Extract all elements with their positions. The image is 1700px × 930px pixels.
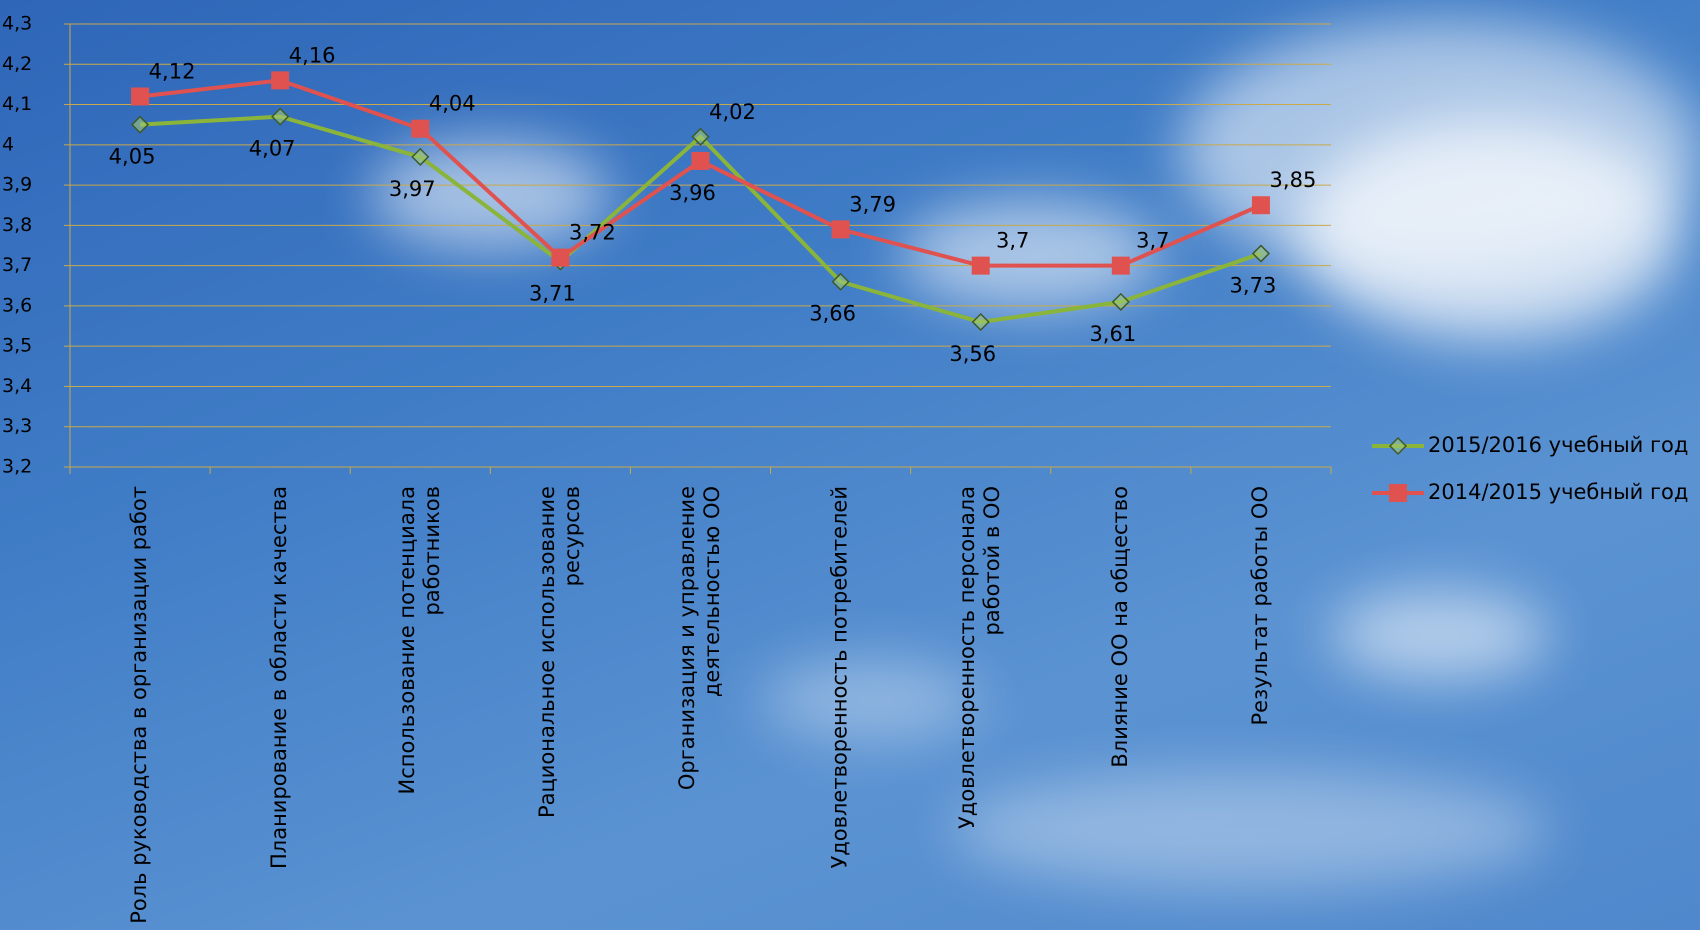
data-label: 3,79 bbox=[849, 192, 896, 216]
data-point bbox=[411, 119, 430, 138]
y-tick-label: 3,5 bbox=[2, 335, 32, 357]
y-tick-label: 3,9 bbox=[2, 174, 32, 196]
data-point bbox=[1251, 196, 1270, 215]
data-point bbox=[691, 127, 710, 146]
x-tick-label: работников bbox=[420, 486, 444, 616]
x-tick-label: Использование потенциала bbox=[395, 486, 419, 794]
data-point bbox=[271, 107, 290, 126]
data-label: 4,16 bbox=[289, 43, 336, 67]
series-line bbox=[139, 114, 1262, 325]
data-point bbox=[131, 87, 150, 106]
data-label: 4,04 bbox=[429, 92, 476, 116]
y-tick-label: 4,2 bbox=[2, 53, 32, 75]
y-tick-label: 4,1 bbox=[2, 93, 32, 115]
data-label: 3,72 bbox=[569, 221, 616, 245]
y-tick-label: 3,2 bbox=[2, 456, 32, 478]
data-point bbox=[1111, 256, 1130, 275]
data-label: 3,97 bbox=[389, 177, 436, 201]
y-tick-label: 3,3 bbox=[2, 415, 32, 437]
y-tick-label: 3,7 bbox=[2, 254, 32, 276]
y-tick-label: 3,6 bbox=[2, 294, 32, 316]
x-tick-label: Организация и управление bbox=[675, 486, 699, 790]
x-tick-label: Планирование в области качества bbox=[267, 486, 291, 869]
data-point bbox=[411, 147, 430, 166]
data-point bbox=[831, 220, 850, 239]
data-label: 3,7 bbox=[1136, 229, 1169, 253]
x-tick-label: работой в ОО bbox=[980, 486, 1004, 636]
data-label: 3,7 bbox=[996, 229, 1029, 253]
x-tick-label: Удовлетворенность потребителей bbox=[828, 486, 852, 869]
data-point bbox=[971, 312, 990, 332]
x-tick-label: ресурсов bbox=[560, 486, 584, 586]
y-tick-label: 3,8 bbox=[2, 214, 32, 236]
legend-label: 2014/2015 учебный год bbox=[1428, 480, 1688, 504]
legend-marker bbox=[1388, 436, 1408, 456]
legend-marker bbox=[1389, 484, 1407, 502]
x-tick-label: Роль руководства в организации работ bbox=[127, 486, 151, 924]
series-line bbox=[139, 78, 1262, 268]
data-label: 3,96 bbox=[669, 181, 716, 205]
y-tick-label: 4,3 bbox=[2, 13, 32, 35]
data-label: 4,12 bbox=[149, 59, 196, 83]
x-tick-label: Результат работы ОО bbox=[1248, 486, 1272, 726]
data-label: 4,07 bbox=[249, 137, 296, 161]
legend-label: 2015/2016 учебный год bbox=[1428, 433, 1688, 457]
data-point bbox=[130, 115, 150, 134]
x-tick-label: Удовлетворенность персонала bbox=[955, 486, 979, 829]
x-tick-label: деятельностью ОО bbox=[700, 486, 724, 697]
data-point bbox=[1251, 244, 1271, 263]
x-tick-label: Рациональное использование bbox=[535, 486, 559, 818]
y-tick-label: 4 bbox=[2, 133, 14, 155]
data-label: 4,05 bbox=[109, 145, 156, 169]
data-label: 3,85 bbox=[1270, 168, 1317, 192]
data-label: 3,71 bbox=[529, 282, 576, 306]
y-tick-label: 3,4 bbox=[2, 375, 32, 397]
data-point bbox=[1111, 292, 1130, 311]
data-point bbox=[831, 272, 850, 291]
data-point bbox=[691, 151, 710, 170]
data-point bbox=[551, 248, 570, 267]
data-point bbox=[971, 256, 990, 275]
data-label: 3,56 bbox=[949, 342, 996, 366]
data-label: 4,02 bbox=[709, 100, 756, 124]
data-label: 3,61 bbox=[1089, 322, 1136, 346]
x-tick-label: Влияние ОО на общество bbox=[1108, 486, 1132, 768]
data-point bbox=[271, 71, 290, 90]
data-label: 3,73 bbox=[1230, 274, 1277, 298]
data-label: 3,66 bbox=[809, 302, 856, 326]
